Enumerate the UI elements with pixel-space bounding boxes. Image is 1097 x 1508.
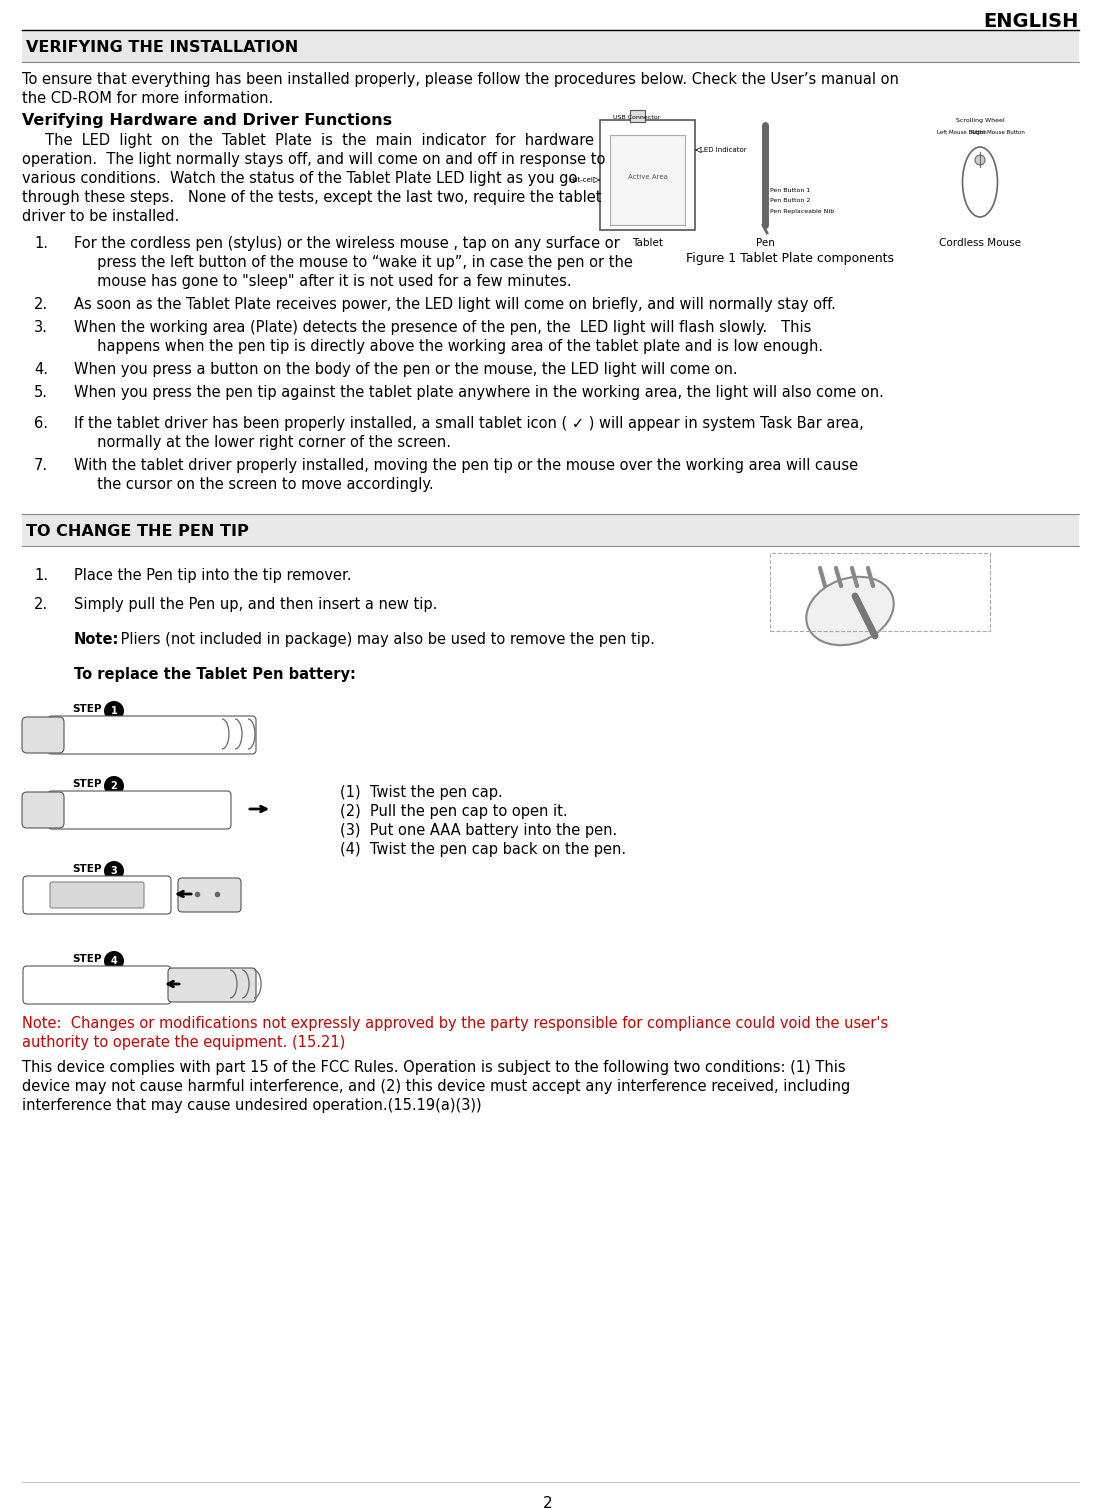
Text: When the working area (Plate) detects the presence of the pen, the  LED light wi: When the working area (Plate) detects th… — [73, 320, 812, 335]
Text: press the left button of the mouse to “wake it up”, in case the pen or the: press the left button of the mouse to “w… — [73, 255, 633, 270]
Text: device may not cause harmful interference, and (2) this device must accept any i: device may not cause harmful interferenc… — [22, 1080, 850, 1093]
Text: ENGLISH: ENGLISH — [984, 12, 1079, 32]
Text: 2.: 2. — [34, 297, 48, 312]
Text: As soon as the Tablet Plate receives power, the LED light will come on briefly, : As soon as the Tablet Plate receives pow… — [73, 297, 836, 312]
Text: 3: 3 — [111, 866, 117, 876]
Text: Scrolling Wheel: Scrolling Wheel — [955, 118, 1005, 124]
FancyBboxPatch shape — [23, 967, 171, 1004]
Circle shape — [104, 701, 124, 721]
Text: the CD-ROM for more information.: the CD-ROM for more information. — [22, 90, 273, 106]
Circle shape — [104, 952, 124, 971]
Bar — [22, 514, 1079, 546]
Text: (4)  Twist the pen cap back on the pen.: (4) Twist the pen cap back on the pen. — [340, 841, 626, 857]
Bar — [770, 553, 989, 630]
Text: Pen Button 2: Pen Button 2 — [770, 198, 811, 202]
Text: Hot-cell: Hot-cell — [568, 176, 595, 182]
Circle shape — [104, 777, 124, 796]
Text: Pen Replaceable Nib: Pen Replaceable Nib — [770, 210, 834, 214]
Text: Simply pull the Pen up, and then insert a new tip.: Simply pull the Pen up, and then insert … — [73, 597, 438, 612]
Text: (3)  Put one AAA battery into the pen.: (3) Put one AAA battery into the pen. — [340, 823, 618, 838]
Text: Note:: Note: — [73, 632, 120, 647]
Text: USB Connector: USB Connector — [613, 115, 660, 121]
Text: Figure 1 Tablet Plate components: Figure 1 Tablet Plate components — [686, 252, 894, 265]
Text: Pen: Pen — [756, 238, 774, 247]
Text: Tablet: Tablet — [632, 238, 663, 247]
Text: Cordless Mouse: Cordless Mouse — [939, 238, 1021, 247]
Text: STEP: STEP — [72, 955, 102, 964]
Ellipse shape — [806, 576, 894, 645]
Text: Left Mouse Button: Left Mouse Button — [937, 130, 987, 136]
Text: interference that may cause undesired operation.(15.19(a)(3)): interference that may cause undesired op… — [22, 1098, 482, 1113]
Text: When you press the pen tip against the tablet plate anywhere in the working area: When you press the pen tip against the t… — [73, 385, 884, 400]
Text: Active Area: Active Area — [627, 173, 667, 179]
Text: For the cordless pen (stylus) or the wireless mouse , tap on any surface or: For the cordless pen (stylus) or the wir… — [73, 235, 620, 250]
Text: Pliers (not included in package) may also be used to remove the pen tip.: Pliers (not included in package) may als… — [116, 632, 655, 647]
Text: 7.: 7. — [34, 458, 48, 474]
Bar — [22, 30, 1079, 62]
Ellipse shape — [962, 146, 997, 217]
Text: 2.: 2. — [34, 597, 48, 612]
Bar — [630, 110, 645, 122]
Text: through these steps.   None of the tests, except the last two, require the table: through these steps. None of the tests, … — [22, 190, 601, 205]
Text: The  LED  light  on  the  Tablet  Plate  is  the  main  indicator  for  hardware: The LED light on the Tablet Plate is the… — [22, 133, 593, 148]
FancyBboxPatch shape — [22, 716, 64, 752]
Bar — [610, 136, 685, 225]
Text: operation.  The light normally stays off, and will come on and off in response t: operation. The light normally stays off,… — [22, 152, 606, 167]
Text: To replace the Tablet Pen battery:: To replace the Tablet Pen battery: — [73, 667, 355, 682]
Text: normally at the lower right corner of the screen.: normally at the lower right corner of th… — [73, 434, 451, 449]
Circle shape — [104, 861, 124, 881]
Text: happens when the pen tip is directly above the working area of the tablet plate : happens when the pen tip is directly abo… — [73, 339, 823, 354]
Text: 2: 2 — [543, 1496, 553, 1508]
Text: driver to be installed.: driver to be installed. — [22, 210, 179, 225]
Text: With the tablet driver properly installed, moving the pen tip or the mouse over : With the tablet driver properly installe… — [73, 458, 858, 474]
Text: STEP: STEP — [72, 780, 102, 789]
FancyBboxPatch shape — [22, 792, 64, 828]
Text: STEP: STEP — [72, 864, 102, 875]
Text: If the tablet driver has been properly installed, a small tablet icon ( ✓ ) will: If the tablet driver has been properly i… — [73, 416, 863, 431]
Text: 1: 1 — [111, 706, 117, 716]
Circle shape — [975, 155, 985, 164]
Text: Note:  Changes or modifications not expressly approved by the party responsible : Note: Changes or modifications not expre… — [22, 1016, 889, 1031]
FancyBboxPatch shape — [168, 968, 256, 1001]
Text: Place the Pen tip into the tip remover.: Place the Pen tip into the tip remover. — [73, 569, 351, 584]
Text: LED Indicator: LED Indicator — [700, 146, 747, 152]
FancyBboxPatch shape — [50, 882, 144, 908]
Text: authority to operate the equipment. (15.21): authority to operate the equipment. (15.… — [22, 1034, 346, 1050]
Text: 4: 4 — [111, 956, 117, 967]
FancyBboxPatch shape — [23, 876, 171, 914]
Bar — [600, 121, 695, 231]
Text: To ensure that everything has been installed properly, please follow the procedu: To ensure that everything has been insta… — [22, 72, 898, 87]
FancyBboxPatch shape — [48, 716, 256, 754]
FancyBboxPatch shape — [178, 878, 241, 912]
Text: (2)  Pull the pen cap to open it.: (2) Pull the pen cap to open it. — [340, 804, 567, 819]
Text: 5.: 5. — [34, 385, 48, 400]
Text: STEP: STEP — [72, 704, 102, 713]
Text: (1)  Twist the pen cap.: (1) Twist the pen cap. — [340, 786, 502, 801]
Text: This device complies with part 15 of the FCC Rules. Operation is subject to the : This device complies with part 15 of the… — [22, 1060, 846, 1075]
Text: When you press a button on the body of the pen or the mouse, the LED light will : When you press a button on the body of t… — [73, 362, 737, 377]
Text: Pen Button 1: Pen Button 1 — [770, 187, 811, 193]
Text: 4.: 4. — [34, 362, 48, 377]
Text: mouse has gone to "sleep" after it is not used for a few minutes.: mouse has gone to "sleep" after it is no… — [73, 274, 572, 290]
FancyBboxPatch shape — [48, 792, 231, 829]
Text: 3.: 3. — [34, 320, 48, 335]
Text: 1.: 1. — [34, 235, 48, 250]
Text: various conditions.  Watch the status of the Tablet Plate LED light as you go: various conditions. Watch the status of … — [22, 170, 577, 185]
Text: 6.: 6. — [34, 416, 48, 431]
Text: 2: 2 — [111, 781, 117, 792]
Text: Right Mouse Button: Right Mouse Button — [971, 130, 1025, 136]
Text: the cursor on the screen to move accordingly.: the cursor on the screen to move accordi… — [73, 477, 433, 492]
Text: TO CHANGE THE PEN TIP: TO CHANGE THE PEN TIP — [26, 523, 249, 538]
Text: Verifying Hardware and Driver Functions: Verifying Hardware and Driver Functions — [22, 113, 392, 128]
Text: VERIFYING THE INSTALLATION: VERIFYING THE INSTALLATION — [26, 39, 298, 54]
Text: 1.: 1. — [34, 569, 48, 584]
